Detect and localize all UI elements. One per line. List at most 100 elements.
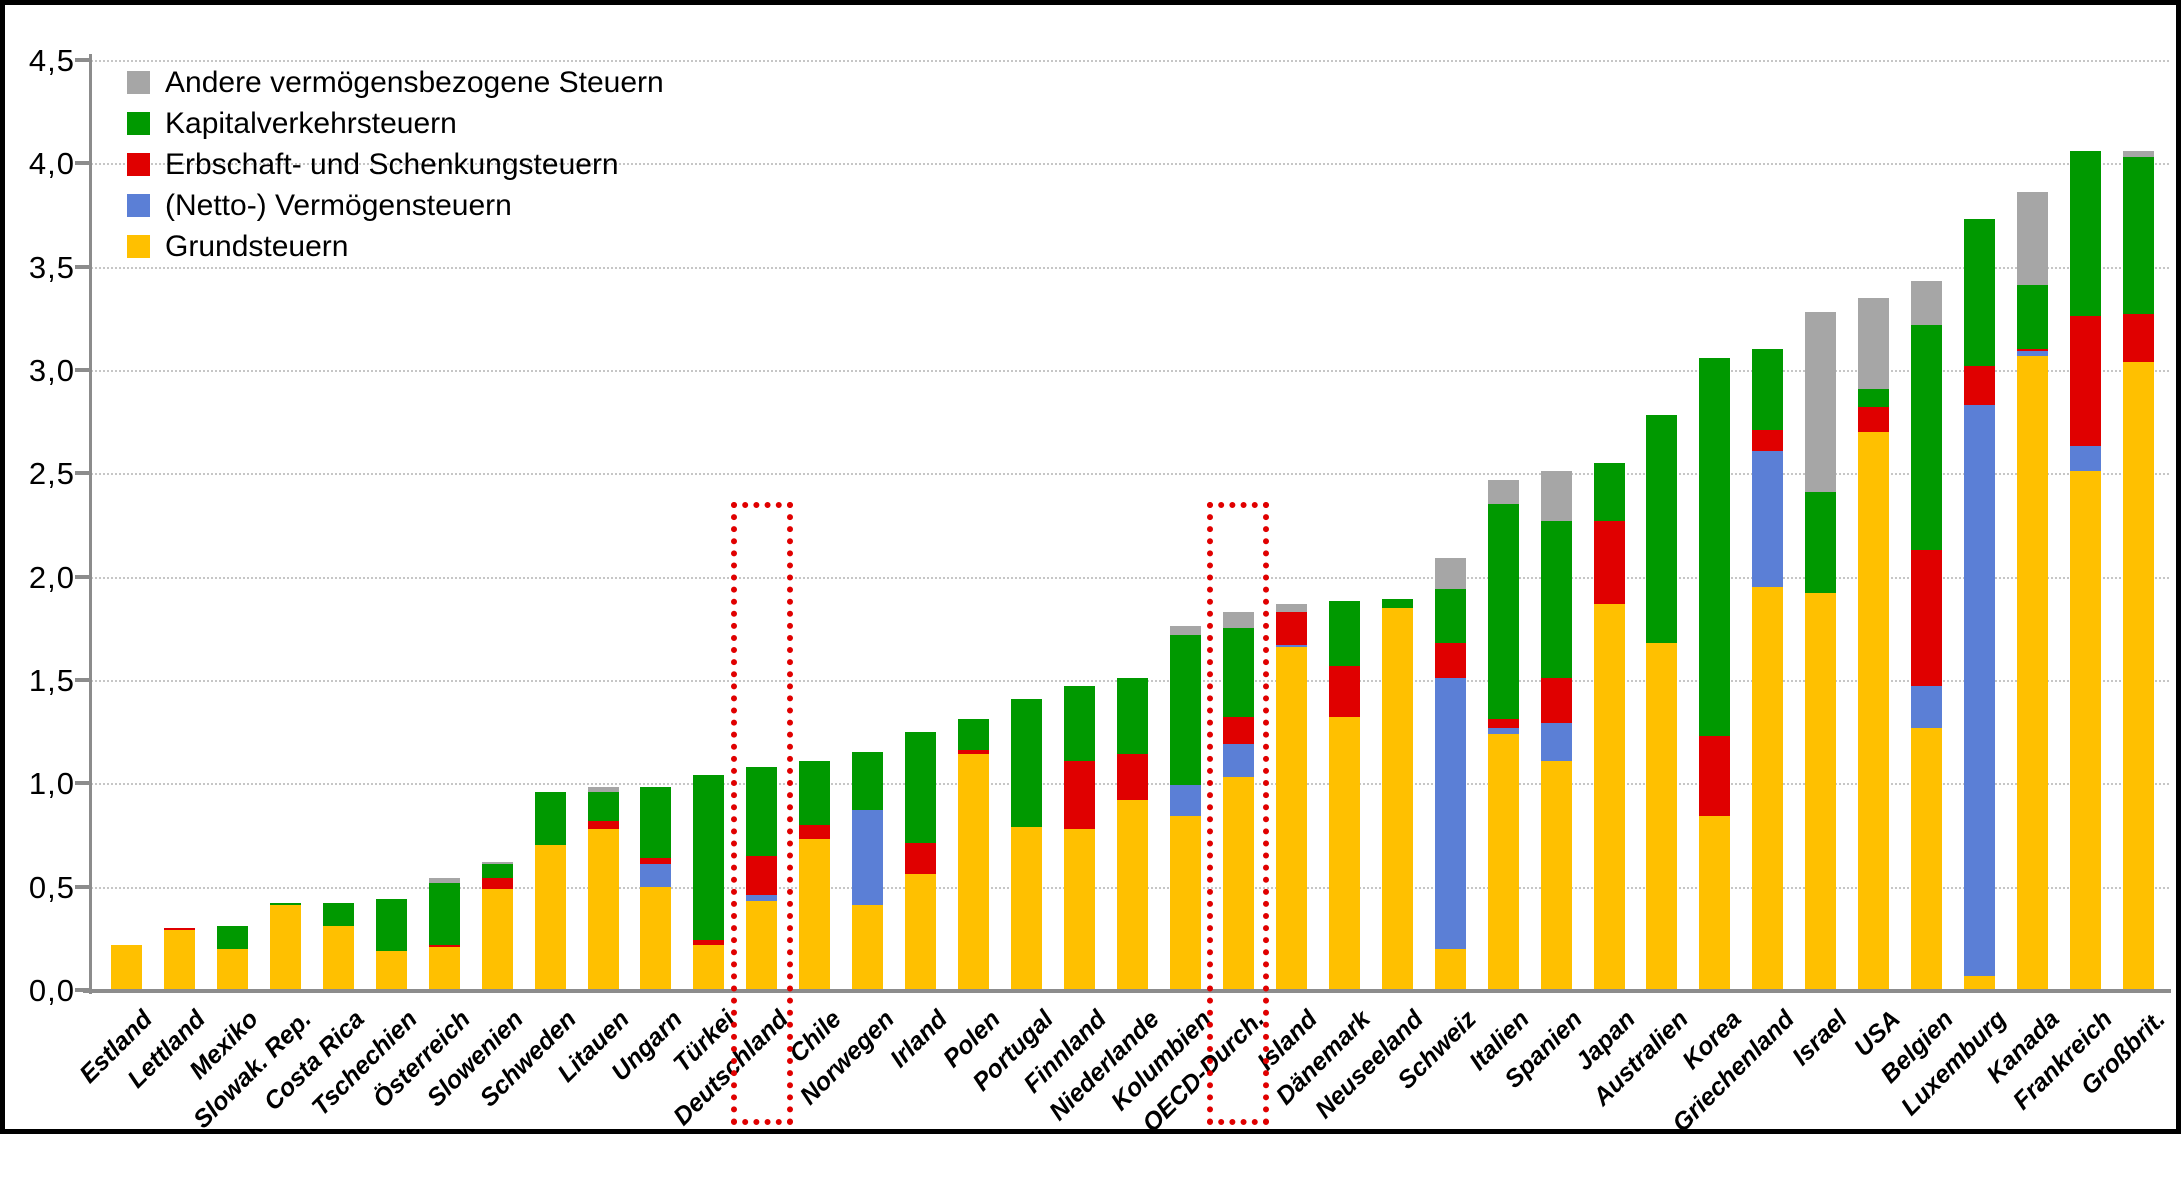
bar-segment-Kolumbien (1169, 634, 1201, 786)
bar-segment-Kanada (2017, 192, 2049, 286)
y-axis-line (89, 54, 92, 994)
bar-segment-Ungarn (640, 863, 672, 887)
bar-segment-Italien (1487, 479, 1519, 505)
bar-segment-Island (1275, 644, 1307, 647)
bar-segment-Australien (1646, 642, 1678, 990)
y-axis-tick (75, 574, 90, 579)
y-axis-tick (75, 988, 90, 992)
bar-segment-Schweden (534, 791, 566, 846)
gridline (91, 266, 2169, 269)
bar-segment-OECD-Durch. (1222, 717, 1254, 745)
bar-segment-Japan (1593, 463, 1625, 521)
bar-segment-Spanien (1540, 520, 1572, 678)
bar-segment-Dänemark (1328, 665, 1360, 718)
bar-segment-Neuseeland (1381, 607, 1413, 990)
bar-segment-Österreich (428, 878, 460, 883)
bar-segment-Norwegen (852, 810, 884, 906)
bar-segment-Deutschland (746, 901, 778, 990)
bar-segment-Griechenland (1752, 429, 1784, 451)
legend-swatch-icon (127, 235, 150, 258)
y-axis-tick (75, 884, 90, 889)
bar-segment-Israel (1805, 312, 1837, 492)
bar-segment-Türkei (693, 775, 725, 941)
bar-segment-Costa Rica (322, 903, 354, 926)
bar-segment-USA (1858, 432, 1890, 990)
bar-segment-Lettland (163, 928, 195, 931)
bar-segment-Kolumbien (1169, 626, 1201, 635)
bar-segment-Portugal (1011, 826, 1043, 990)
bar-segment-Litauen (587, 828, 619, 990)
legend-label: Andere vermögensbezogene Steuern (165, 65, 664, 99)
bar-segment-Österreich (428, 882, 460, 945)
bar-segment-Norwegen (852, 905, 884, 990)
gridline (91, 163, 2169, 166)
bar-segment-Italien (1487, 719, 1519, 728)
bar-segment-Dänemark (1328, 717, 1360, 990)
bar-segment-Frankreich (2070, 316, 2102, 447)
bar-segment-Kanada (2017, 355, 2049, 990)
y-axis-tick (75, 58, 90, 62)
y-axis-tick (75, 781, 90, 786)
legend-swatch-icon (127, 194, 150, 217)
stacked-bar-chart: 0,0 0,5 1,0 1,5 2,0 2,5 3,0 3,5 4,0 4,5 Estland Let… (5, 5, 2181, 1139)
gridline (91, 60, 2169, 62)
bar-segment-Großbrit. (2123, 157, 2155, 315)
y-axis-label: 4,5 (28, 43, 75, 78)
bar-segment-Kolumbien (1169, 785, 1201, 817)
bar-segment-Ungarn (640, 886, 672, 990)
bar-segment-Chile (799, 839, 831, 990)
bar-segment-Tschechien (375, 899, 407, 951)
bar-segment-Slowak. Rep. (269, 905, 301, 990)
bar-segment-Italien (1487, 733, 1519, 990)
y-axis-tick (75, 471, 90, 476)
bar-segment-Kanada (2017, 349, 2049, 352)
bar-segment-Litauen (587, 791, 619, 821)
y-axis-label: 1,5 (28, 663, 75, 698)
bar-segment-Finnland (1064, 686, 1096, 761)
bar-segment-Ungarn (640, 857, 672, 864)
bar-segment-Spanien (1540, 760, 1572, 990)
bar-segment-Finnland (1064, 760, 1096, 829)
legend-item: Andere vermögensbezogene Steuern (127, 62, 664, 103)
bar-segment-Dänemark (1328, 601, 1360, 666)
bar-segment-Kanada (2017, 351, 2049, 356)
gridline (91, 370, 2169, 372)
bar-segment-Schweiz (1434, 642, 1466, 678)
bar-segment-OECD-Durch. (1222, 744, 1254, 778)
bar-segment-Australien (1646, 415, 1678, 643)
bar-segment-Neuseeland (1381, 599, 1413, 608)
legend-swatch-icon (127, 112, 150, 135)
bar-segment-Schweden (534, 845, 566, 990)
bar-segment-Griechenland (1752, 587, 1784, 990)
bar-segment-Israel (1805, 593, 1837, 990)
bar-segment-Niederlande (1117, 799, 1148, 990)
x-axis-line (83, 989, 2171, 993)
bar-segment-Tschechien (375, 950, 407, 990)
bar-segment-Niederlande (1117, 754, 1148, 800)
bar-segment-Chile (799, 824, 831, 840)
y-axis-tick (75, 368, 90, 372)
legend-swatch-icon (127, 71, 150, 94)
bar-segment-Deutschland (746, 766, 778, 856)
bar-segment-Frankreich (2070, 446, 2102, 472)
bar-segment-Costa Rica (322, 925, 354, 990)
bar-segment-Slowak. Rep. (269, 903, 301, 906)
y-axis-label: 3,0 (28, 353, 75, 388)
legend-swatch-icon (127, 153, 150, 176)
bar-segment-Belgien (1911, 686, 1943, 728)
bar-segment-USA (1858, 388, 1890, 408)
bar-segment-Großbrit. (2123, 150, 2155, 158)
bar-segment-Schweiz (1434, 677, 1466, 949)
highlight-box-OECD-Durch. (1207, 502, 1270, 1125)
bar-segment-Griechenland (1752, 450, 1784, 587)
bar-segment-Deutschland (746, 855, 778, 895)
y-axis-label: 4,0 (28, 146, 75, 182)
bar-segment-Israel (1805, 491, 1837, 594)
bar-segment-OECD-Durch. (1222, 628, 1254, 718)
bar-segment-Großbrit. (2123, 361, 2155, 990)
bar-segment-Slowenien (481, 861, 513, 864)
bar-segment-Mexiko (216, 925, 248, 949)
bar-segment-Niederlande (1117, 677, 1148, 755)
bar-segment-Schweiz (1434, 589, 1466, 643)
y-axis-label: 0,0 (28, 973, 75, 1008)
